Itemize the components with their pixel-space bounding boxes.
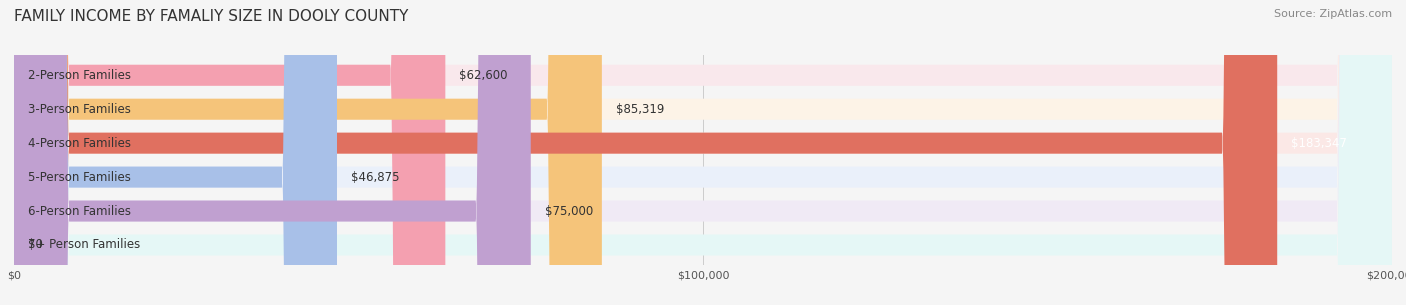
Text: 3-Person Families: 3-Person Families <box>28 103 131 116</box>
Text: 6-Person Families: 6-Person Families <box>28 205 131 217</box>
FancyBboxPatch shape <box>14 0 337 305</box>
FancyBboxPatch shape <box>14 0 1392 305</box>
Text: $0: $0 <box>28 239 42 252</box>
FancyBboxPatch shape <box>14 0 1392 305</box>
FancyBboxPatch shape <box>14 0 1392 305</box>
Text: $75,000: $75,000 <box>544 205 593 217</box>
Text: $85,319: $85,319 <box>616 103 664 116</box>
Text: $62,600: $62,600 <box>460 69 508 82</box>
Text: 5-Person Families: 5-Person Families <box>28 170 131 184</box>
Text: 2-Person Families: 2-Person Families <box>28 69 131 82</box>
Text: Source: ZipAtlas.com: Source: ZipAtlas.com <box>1274 9 1392 19</box>
FancyBboxPatch shape <box>14 0 1392 305</box>
FancyBboxPatch shape <box>14 0 1392 305</box>
Text: $183,347: $183,347 <box>1291 137 1347 150</box>
FancyBboxPatch shape <box>14 0 1277 305</box>
FancyBboxPatch shape <box>14 0 1392 305</box>
Text: 7+ Person Families: 7+ Person Families <box>28 239 141 252</box>
Text: FAMILY INCOME BY FAMALIY SIZE IN DOOLY COUNTY: FAMILY INCOME BY FAMALIY SIZE IN DOOLY C… <box>14 9 408 24</box>
FancyBboxPatch shape <box>14 0 446 305</box>
Text: 4-Person Families: 4-Person Families <box>28 137 131 150</box>
Text: $46,875: $46,875 <box>350 170 399 184</box>
FancyBboxPatch shape <box>14 0 602 305</box>
FancyBboxPatch shape <box>14 0 531 305</box>
